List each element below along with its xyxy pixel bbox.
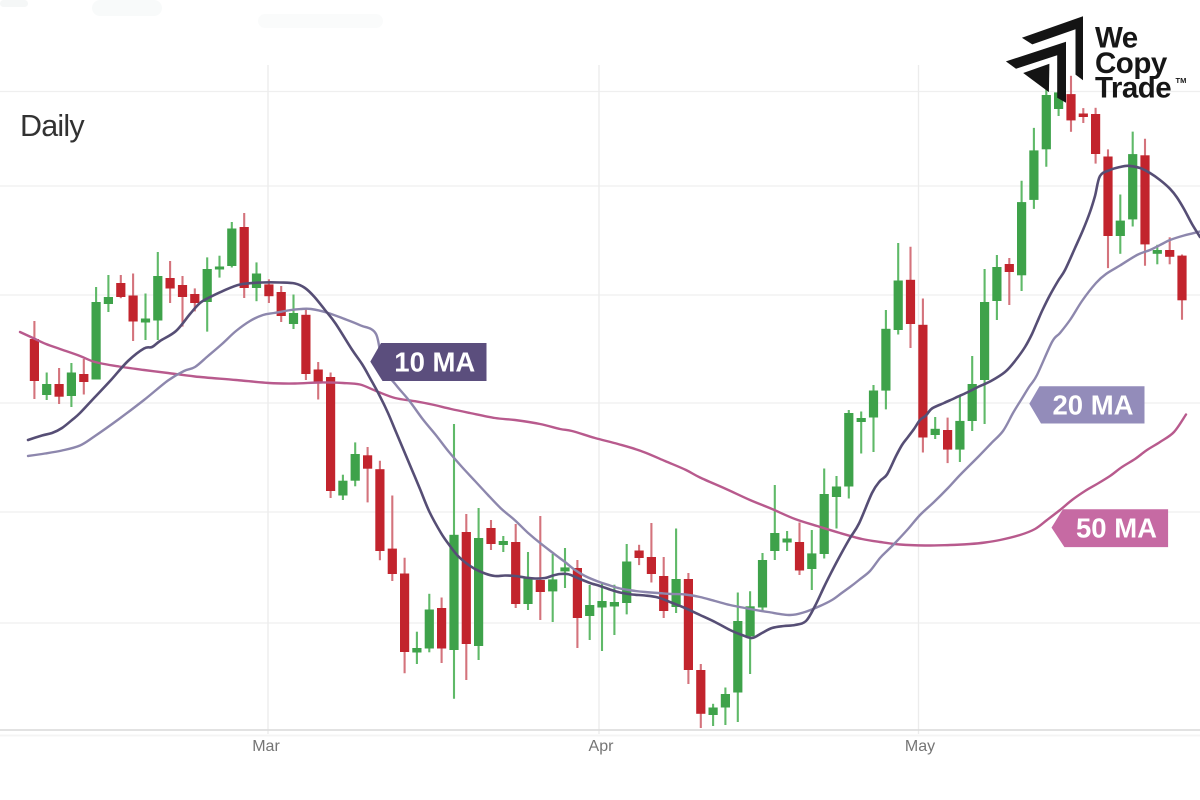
svg-text:Mar: Mar bbox=[252, 738, 280, 755]
svg-text:10 MA: 10 MA bbox=[394, 347, 475, 378]
svg-text:TM: TM bbox=[1176, 76, 1187, 85]
svg-text:50 MA: 50 MA bbox=[1076, 513, 1157, 544]
svg-text:Apr: Apr bbox=[589, 738, 615, 755]
svg-text:Daily: Daily bbox=[20, 109, 85, 143]
svg-text:May: May bbox=[905, 738, 935, 755]
svg-text:20 MA: 20 MA bbox=[1053, 389, 1134, 420]
svg-text:Trade: Trade bbox=[1095, 72, 1171, 105]
svg-text:Copy: Copy bbox=[1095, 47, 1168, 80]
svg-text:We: We bbox=[1095, 22, 1138, 55]
